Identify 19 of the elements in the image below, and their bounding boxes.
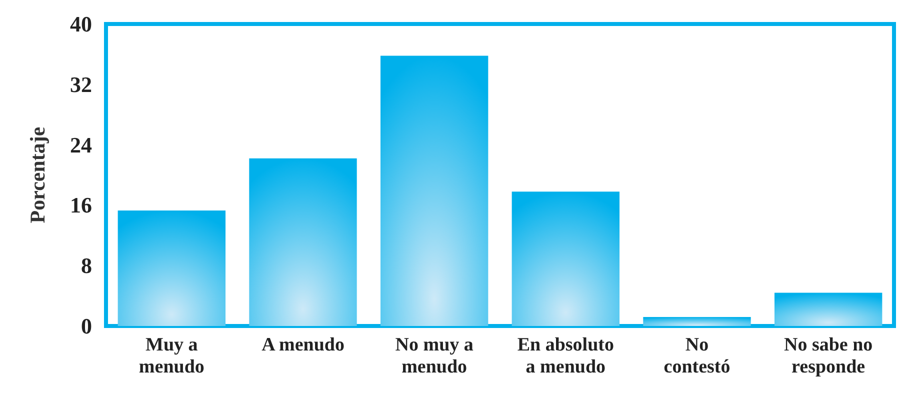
x-tick-label: En absoluto a menudo	[517, 334, 614, 378]
y-tick-label: 16	[70, 192, 92, 218]
bar	[643, 316, 751, 326]
bar	[774, 292, 882, 326]
y-tick-label: 8	[81, 253, 92, 278]
y-tick-label: 40	[70, 12, 92, 36]
y-tick-label: 0	[81, 314, 92, 338]
x-tick-label: A menudo	[262, 334, 344, 356]
y-axis-title: Porcentaje	[26, 126, 50, 224]
x-tick-label: No sabe no responde	[784, 334, 873, 378]
y-tick-label: 24	[70, 132, 92, 158]
y-tick-label: 32	[70, 72, 92, 97]
bar	[512, 192, 620, 326]
bar	[249, 158, 357, 326]
x-tick-label: Muy a menudo	[138, 334, 204, 378]
x-tick-label: No contestó	[664, 334, 730, 378]
bar	[380, 56, 488, 326]
x-tick-label: No muy a menudo	[395, 334, 474, 378]
bar	[118, 210, 226, 326]
